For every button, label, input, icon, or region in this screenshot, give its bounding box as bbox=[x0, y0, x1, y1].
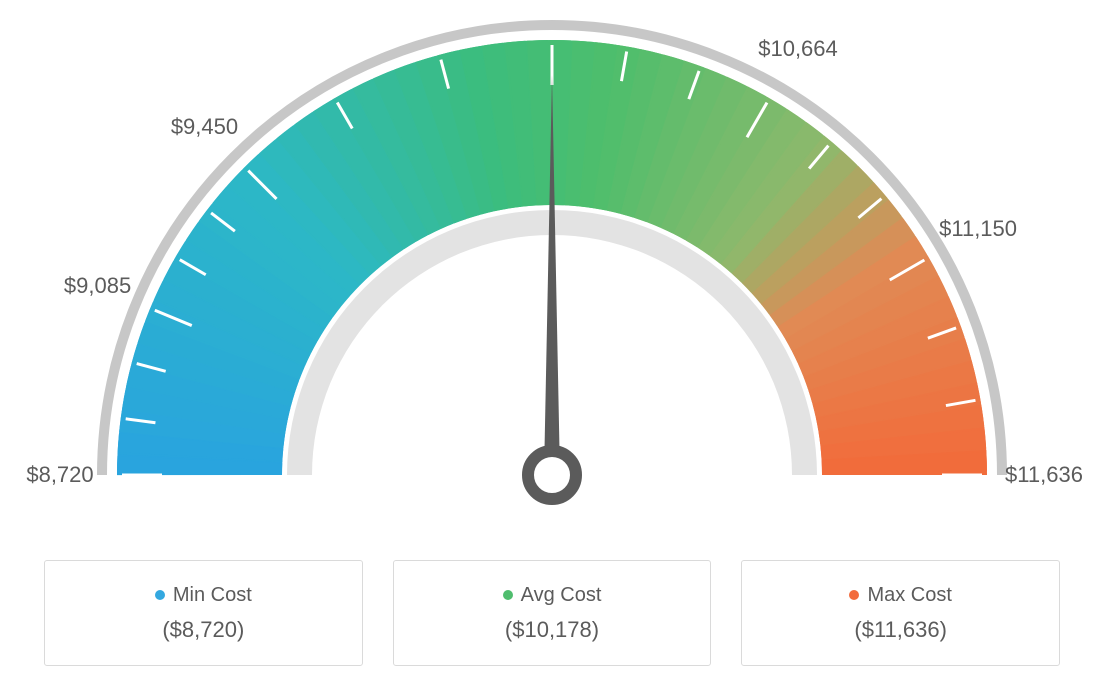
max-cost-title: Max Cost bbox=[867, 584, 951, 607]
max-cost-dot-icon bbox=[849, 590, 859, 600]
avg-cost-card: Avg Cost ($10,178) bbox=[393, 560, 712, 666]
cost-gauge: $8,720$9,085$9,450$10,178$10,664$11,150$… bbox=[0, 0, 1104, 540]
cost-summary-cards: Min Cost ($8,720) Avg Cost ($10,178) Max… bbox=[44, 560, 1060, 666]
gauge-tick-label: $11,150 bbox=[939, 216, 1017, 242]
avg-cost-value: ($10,178) bbox=[505, 617, 599, 643]
max-cost-value: ($11,636) bbox=[854, 617, 947, 643]
min-cost-dot-icon bbox=[155, 590, 165, 600]
gauge-tick-label: $9,450 bbox=[171, 114, 238, 140]
min-cost-value: ($8,720) bbox=[162, 617, 244, 643]
avg-cost-dot-icon bbox=[503, 590, 513, 600]
min-cost-title: Min Cost bbox=[173, 584, 252, 607]
gauge-svg bbox=[0, 0, 1104, 540]
gauge-tick-label: $11,636 bbox=[1005, 462, 1083, 488]
gauge-tick-label: $9,085 bbox=[64, 273, 131, 299]
max-cost-card: Max Cost ($11,636) bbox=[741, 560, 1060, 666]
gauge-tick-label: $10,664 bbox=[758, 36, 838, 62]
min-cost-card: Min Cost ($8,720) bbox=[44, 560, 363, 666]
gauge-tick-label: $8,720 bbox=[26, 462, 93, 488]
avg-cost-title: Avg Cost bbox=[521, 584, 602, 607]
